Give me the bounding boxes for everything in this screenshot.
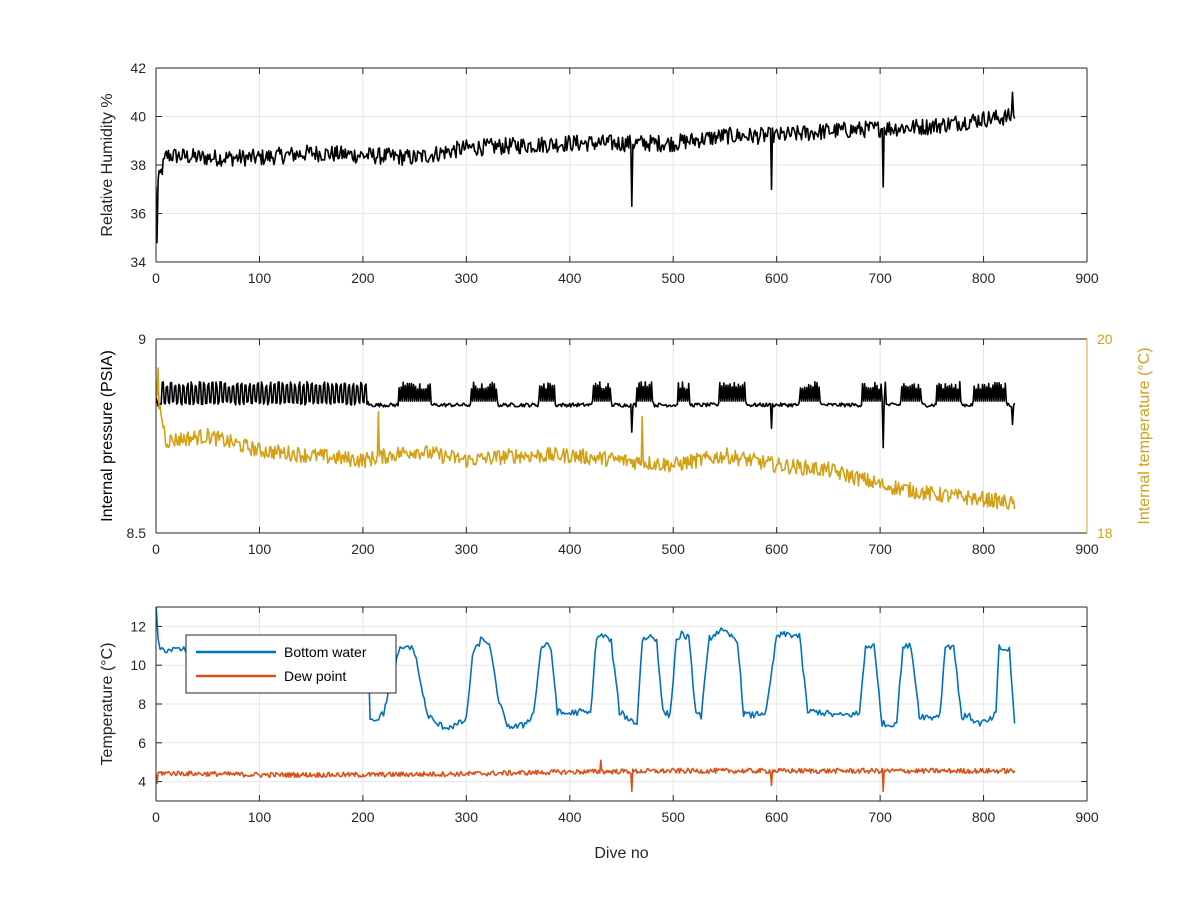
x-tick-label: 800	[972, 541, 996, 557]
x-tick-label: 0	[152, 809, 160, 825]
x-tick-label: 300	[455, 270, 479, 286]
y-tick-label: 34	[130, 254, 146, 270]
x-tick-label: 200	[351, 270, 375, 286]
y-right-tick-label: 20	[1097, 331, 1113, 347]
y-axis-label: Relative Humidity %	[99, 93, 116, 236]
panel-pressure-temperature: 0 100 200 300 400 500 600 700 800 900 8.5 9 18 20 Inte…	[99, 331, 1153, 557]
x-tick-label: 600	[765, 541, 789, 557]
y-tick-label: 8.5	[127, 525, 147, 541]
y-tick-label: 42	[130, 60, 146, 76]
legend-box	[185, 634, 397, 694]
series-group	[156, 91, 1016, 244]
y-axis-label: Temperature (°C)	[99, 643, 116, 766]
y-axis-label: Internal pressure (PSIA)	[99, 350, 116, 522]
x-tick-label: 200	[351, 541, 375, 557]
y-right-tick-label: 18	[1097, 525, 1113, 541]
x-tick-label: 500	[662, 809, 686, 825]
x-tick-label: 700	[868, 270, 892, 286]
x-tick-label: 0	[152, 270, 160, 286]
x-tick-label: 500	[662, 270, 686, 286]
x-tick-label: 0	[152, 541, 160, 557]
x-tick-label: 900	[1075, 809, 1099, 825]
x-tick-label: 300	[455, 809, 479, 825]
x-tick-label: 800	[972, 809, 996, 825]
x-tick-label: 900	[1075, 541, 1099, 557]
axes-background	[156, 339, 1087, 533]
x-tick-label: 700	[868, 809, 892, 825]
series-line-humidity-0	[156, 91, 1016, 244]
x-tick-label: 100	[248, 541, 272, 557]
y-tick-label: 9	[138, 331, 146, 347]
x-axis-label: Dive no	[594, 845, 648, 862]
x-tick-label: 100	[248, 270, 272, 286]
y-tick-label: 40	[130, 109, 146, 125]
panel-humidity: 0 100 200 300 400 500 600 700 800 900 34 36 38 40 42 Re…	[99, 60, 1099, 286]
x-tick-label: 300	[455, 541, 479, 557]
series-line-dew-point	[156, 759, 1016, 793]
y-tick-label: 4	[138, 774, 146, 790]
series-line-pressure-temperature-1	[156, 367, 1016, 510]
y-tick-label: 8	[138, 696, 146, 712]
x-tick-label: 600	[765, 270, 789, 286]
y-right-axis-label: Internal temperature (°C)	[1136, 347, 1153, 524]
x-tick-label: 900	[1075, 270, 1099, 286]
x-tick-label: 100	[248, 809, 272, 825]
legend-label: Dew point	[284, 668, 346, 684]
y-tick-label: 10	[130, 657, 146, 673]
x-tick-label: 400	[558, 541, 582, 557]
legend-label: Bottom water	[284, 644, 367, 660]
y-tick-label: 38	[130, 157, 146, 173]
x-tick-label: 500	[662, 541, 686, 557]
panel-bottom-temperatures: 0 100 200 300 400 500 600 700 800 900 4 6 8 10 12 Tempe…	[99, 606, 1099, 862]
y-tick-label: 36	[130, 206, 146, 222]
y-tick-label: 6	[138, 735, 146, 751]
legend: Bottom water Dew point	[185, 634, 397, 694]
y-tick-label: 12	[130, 618, 146, 634]
x-tick-label: 400	[558, 270, 582, 286]
series-line-pressure-temperature-0	[156, 380, 1016, 449]
x-tick-label: 400	[558, 809, 582, 825]
x-tick-label: 600	[765, 809, 789, 825]
x-tick-label: 700	[868, 541, 892, 557]
x-tick-label: 200	[351, 809, 375, 825]
x-tick-label: 800	[972, 270, 996, 286]
series-group	[156, 367, 1016, 510]
